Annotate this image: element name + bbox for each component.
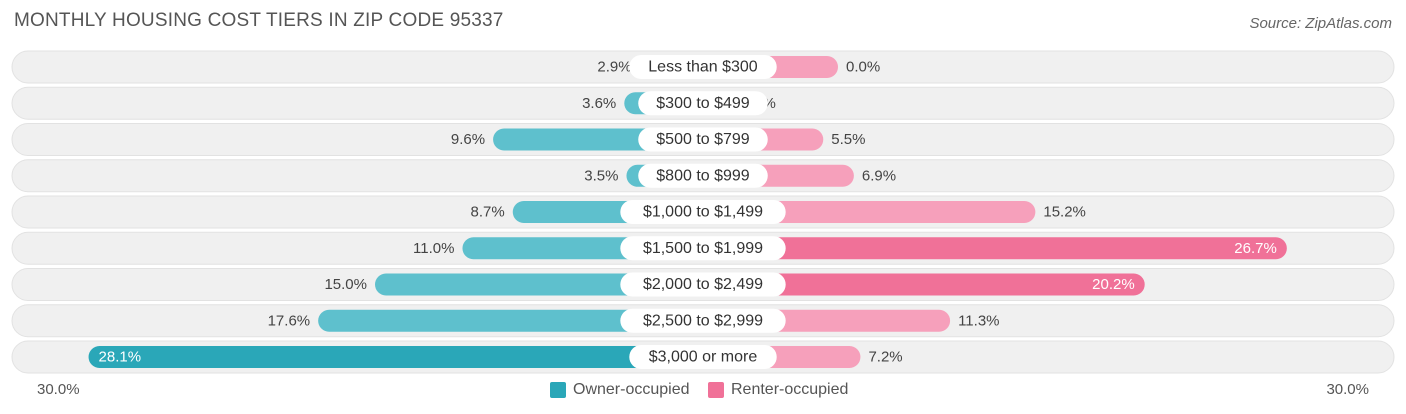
category-pill	[620, 308, 786, 333]
category-pill	[620, 200, 786, 224]
renter-value-label: 5.5%	[831, 131, 865, 148]
category-pill	[620, 236, 786, 261]
renter-bar	[703, 237, 1287, 260]
category-label: Less than $300	[648, 59, 758, 76]
legend-renter: Renter-occupied	[708, 381, 848, 399]
category-pill	[620, 272, 786, 297]
owner-value-label: 8.7%	[471, 204, 505, 221]
owner-value-label: 3.5%	[584, 167, 618, 184]
axis-right-label: 30.0%	[1326, 381, 1369, 398]
legend-owner: Owner-occupied	[550, 381, 690, 399]
renter-value-label: 26.7%	[1234, 240, 1277, 257]
category-pill	[638, 91, 768, 116]
category-label: $3,000 or more	[649, 349, 758, 366]
owner-value-label: 28.1%	[99, 349, 142, 366]
category-pill	[638, 127, 768, 152]
renter-value-label: 6.9%	[862, 167, 896, 184]
category-label: $1,000 to $1,499	[643, 204, 763, 221]
renter-value-label: 15.2%	[1043, 204, 1086, 221]
source-label: Source: ZipAtlas.com	[1249, 15, 1392, 32]
owner-value-label: 9.6%	[451, 131, 485, 148]
category-label: $2,000 to $2,499	[643, 276, 763, 293]
category-label: $500 to $799	[656, 131, 750, 148]
owner-bar	[375, 273, 703, 296]
renter-value-label: 7.2%	[868, 349, 902, 366]
legend-renter-label: Renter-occupied	[731, 381, 849, 398]
owner-value-label: 11.0%	[413, 240, 454, 257]
legend: Owner-occupied Renter-occupied	[0, 378, 1406, 402]
legend-owner-label: Owner-occupied	[573, 381, 690, 398]
renter-bar	[703, 273, 1145, 296]
renter-value-label: 11.3%	[958, 312, 999, 329]
owner-value-label: 2.9%	[597, 59, 631, 76]
axis-left-label: 30.0%	[37, 381, 80, 398]
renter-value-label: 0.0%	[846, 59, 880, 76]
owner-value-label: 15.0%	[324, 276, 367, 293]
category-label: $2,500 to $2,999	[643, 312, 763, 329]
owner-value-label: 3.6%	[582, 95, 616, 112]
category-label: $300 to $499	[656, 95, 750, 112]
category-pill	[629, 55, 777, 79]
renter-bar	[703, 201, 1036, 223]
legend-renter-swatch	[708, 382, 724, 398]
owner-value-label: 17.6%	[268, 312, 311, 329]
category-label: $1,500 to $1,999	[643, 240, 763, 257]
renter-value-label: 20.2%	[1092, 276, 1135, 293]
category-pill	[629, 345, 777, 369]
owner-bar	[88, 346, 703, 368]
chart-title: MONTHLY HOUSING COST TIERS IN ZIP CODE 9…	[14, 10, 504, 31]
category-label: $800 to $999	[656, 167, 750, 184]
owner-bar	[318, 309, 703, 332]
legend-owner-swatch	[550, 382, 566, 398]
category-pill	[638, 163, 768, 188]
